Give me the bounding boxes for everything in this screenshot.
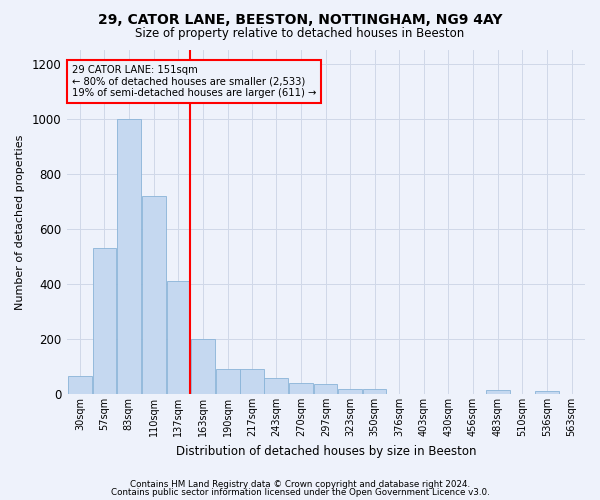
Bar [191, 339, 215, 394]
Bar [142, 196, 166, 394]
Text: 29 CATOR LANE: 151sqm
← 80% of detached houses are smaller (2,533)
19% of semi-d: 29 CATOR LANE: 151sqm ← 80% of detached … [72, 65, 316, 98]
Bar [363, 388, 386, 394]
Text: Contains public sector information licensed under the Open Government Licence v3: Contains public sector information licen… [110, 488, 490, 497]
Bar [535, 392, 559, 394]
Text: 29, CATOR LANE, BEESTON, NOTTINGHAM, NG9 4AY: 29, CATOR LANE, BEESTON, NOTTINGHAM, NG9… [98, 12, 502, 26]
Bar [289, 383, 313, 394]
X-axis label: Distribution of detached houses by size in Beeston: Distribution of detached houses by size … [176, 444, 476, 458]
Bar [338, 388, 362, 394]
Text: Contains HM Land Registry data © Crown copyright and database right 2024.: Contains HM Land Registry data © Crown c… [130, 480, 470, 489]
Text: Size of property relative to detached houses in Beeston: Size of property relative to detached ho… [136, 28, 464, 40]
Bar [314, 384, 337, 394]
Bar [68, 376, 92, 394]
Bar [241, 369, 263, 394]
Bar [215, 369, 239, 394]
Bar [486, 390, 510, 394]
Bar [167, 281, 190, 394]
Y-axis label: Number of detached properties: Number of detached properties [15, 134, 25, 310]
Bar [93, 248, 116, 394]
Bar [265, 378, 289, 394]
Bar [117, 119, 141, 394]
